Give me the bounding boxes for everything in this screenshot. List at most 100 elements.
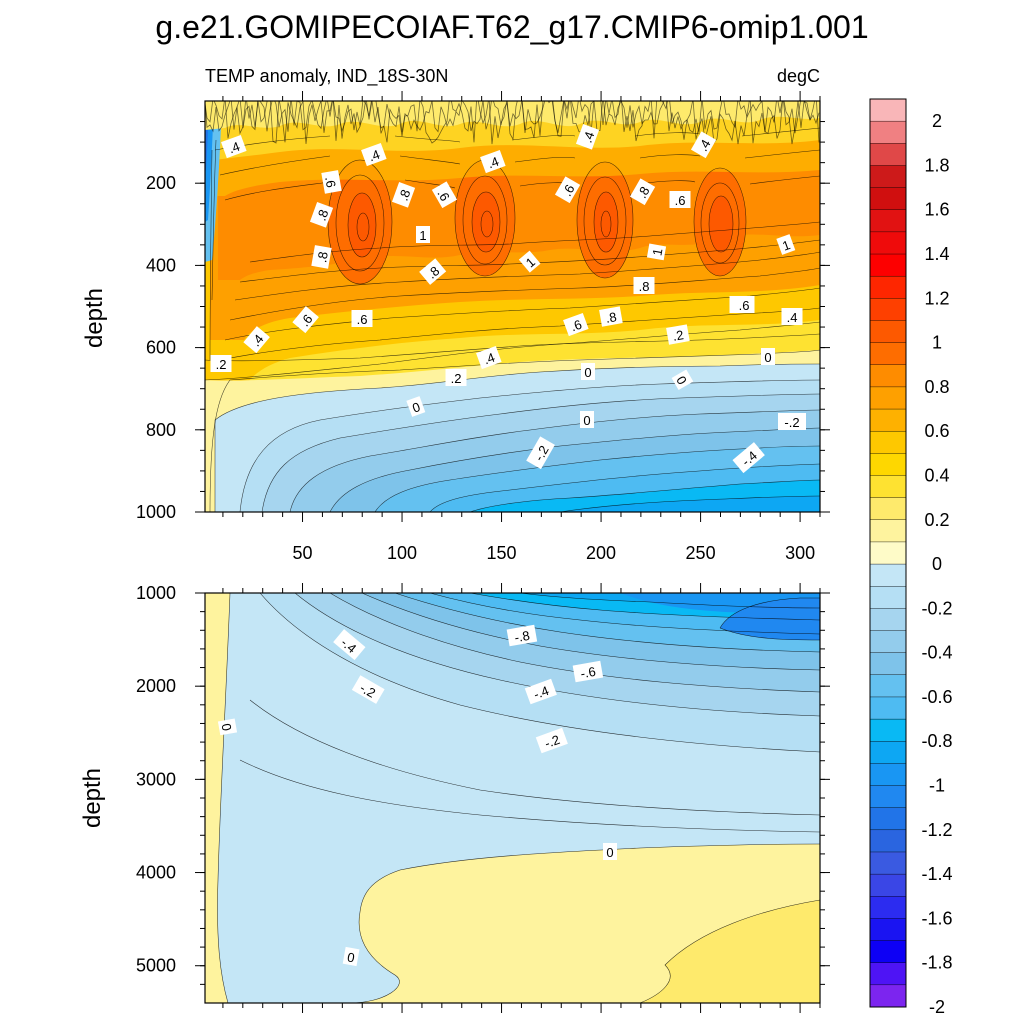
- upper-panel: .4 .4 .4 .4 .4 .6 .6 .6 .6 .6 .8 .8 .8 .8 .8 1 1 1 1 .8 .8 .6…: [81, 91, 830, 522]
- colorbar-swatch: [869, 696, 907, 720]
- colorbar-swatch: [869, 718, 907, 742]
- contour-label-text: 0: [410, 399, 422, 416]
- contour-label: .4: [575, 124, 600, 150]
- y-tick-label: 1000: [136, 583, 176, 603]
- contour-label-text: .8: [639, 279, 650, 294]
- contour-label: 0: [761, 348, 775, 365]
- contour-label-text: .6: [357, 312, 368, 327]
- contour-label-box: [671, 369, 694, 391]
- contour-label-text: .8: [314, 250, 331, 263]
- contour-label-box: [506, 624, 538, 647]
- colorbar-label: -1.4: [921, 864, 952, 884]
- y-tick-label: 400: [146, 255, 176, 275]
- contour-label-box: [361, 142, 387, 167]
- colorbar-swatch: [869, 475, 907, 499]
- colorbar-swatch: [869, 630, 907, 654]
- contour-label: -.2: [526, 436, 555, 470]
- x-tick-label: 100: [387, 543, 417, 563]
- contour-label-box: [524, 678, 557, 705]
- contour-label-text: .8: [396, 188, 414, 203]
- contour-label: 1: [518, 250, 541, 273]
- contour-label-text: .6: [569, 317, 584, 335]
- contour-label-box: [243, 326, 270, 354]
- colorbar-swatch: [869, 253, 907, 277]
- y-tick-label: 1000: [136, 502, 176, 522]
- contour-label-text: -.6: [579, 664, 597, 681]
- colorbar-label: -1: [929, 776, 945, 796]
- colorbar-swatch: [869, 962, 907, 986]
- contour-label-text: 0: [584, 365, 591, 380]
- colorbar-swatch: [869, 851, 907, 875]
- figure-title: g.e21.GOMIPECOIAF.T62_g17.CMIP6-omip1.00…: [155, 9, 868, 45]
- colorbar-label: 1.8: [924, 155, 949, 175]
- colorbar-swatch: [869, 741, 907, 764]
- lower-axis-ticks: [195, 583, 830, 1013]
- colorbar-swatch: [869, 519, 907, 543]
- colorbar-label: 1.4: [924, 244, 949, 264]
- colorbar-swatch: [869, 275, 907, 299]
- contour-label: .4: [221, 134, 247, 159]
- contour-label: 0: [217, 718, 238, 736]
- colorbar-swatch: [869, 984, 907, 1008]
- lower-panel: -.4 -.8 -.2 -.6 -.4 0 -.2 0 0 depth: [79, 583, 830, 1013]
- contour-label: .4: [476, 345, 502, 370]
- colorbar-swatch: [869, 231, 907, 255]
- colorbar-label: -0.2: [921, 598, 952, 618]
- contour-label: .8: [633, 277, 655, 294]
- contour-label-box: [419, 258, 447, 285]
- colorbar-swatch: [869, 674, 907, 698]
- colorbar-label: 0.2: [924, 510, 949, 530]
- colorbar-swatch: [869, 497, 907, 521]
- contour-label-box: [292, 306, 319, 334]
- contour-label-text: -.8: [513, 628, 531, 645]
- x-tick-label: 50: [293, 543, 313, 563]
- colorbar-label: 1.2: [924, 288, 949, 308]
- contour-label-text: .4: [787, 310, 798, 325]
- y-tick-label: 5000: [136, 956, 176, 976]
- contour-label: .2: [445, 369, 467, 386]
- contour-label: .6: [321, 170, 342, 194]
- colorbar-swatch: [869, 541, 907, 565]
- subtitle-units: degC: [777, 66, 820, 86]
- contour-label-text: 1: [649, 247, 665, 257]
- contour-label-text: 0: [583, 413, 590, 428]
- contour-label: .6: [292, 306, 319, 334]
- contour-label-box: [391, 182, 416, 208]
- colorbar-label: -2: [929, 997, 945, 1017]
- y-tick-label: 200: [146, 173, 176, 193]
- x-tick-label: 250: [686, 543, 716, 563]
- contour-label: 0: [671, 369, 694, 391]
- contour-label-box: [666, 324, 690, 345]
- contour-label-box: [563, 312, 589, 337]
- contour-label: 0: [406, 396, 426, 417]
- contour-label-text: .8: [314, 208, 332, 223]
- contour-label-box: [581, 363, 595, 380]
- contour-label: 1: [646, 243, 667, 261]
- contour-label: 1: [416, 226, 430, 243]
- colorbar-label: 1.6: [924, 200, 949, 220]
- contour-label-box: [416, 226, 430, 243]
- colorbar-swatch: [869, 143, 907, 166]
- contour-label-box: [554, 176, 581, 204]
- colorbar-label: -0.8: [921, 731, 952, 751]
- colorbar-swatch: [869, 453, 907, 476]
- x-tick-label: 150: [487, 543, 517, 563]
- colorbar-label: -1.2: [921, 820, 952, 840]
- colorbar-swatch: [869, 209, 907, 233]
- contour-label-box: [333, 629, 366, 661]
- colorbar-label: 2: [932, 111, 942, 131]
- colorbar-swatch: [869, 563, 907, 587]
- colorbar-swatch: [869, 785, 907, 809]
- contour-label: .2: [666, 324, 690, 345]
- contour-label-text: -.4: [739, 448, 760, 469]
- contour-label: .6: [351, 310, 373, 327]
- colorbar-label: -1.8: [921, 953, 952, 973]
- colorbar-swatch: [869, 586, 907, 609]
- colorbar-swatch: [869, 342, 907, 366]
- contour-label-text: -.2: [542, 732, 561, 751]
- contour-label-text: -.4: [338, 635, 359, 656]
- contour-label-box: [580, 411, 594, 428]
- colorbar-swatch: [869, 320, 907, 344]
- colorbar-label: 0: [932, 554, 942, 574]
- contour-label-box: [309, 202, 334, 228]
